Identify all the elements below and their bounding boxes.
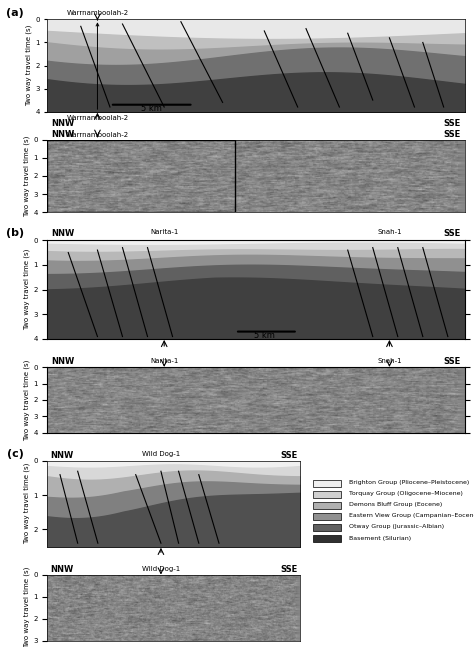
Text: SSE: SSE (443, 119, 460, 128)
Text: Wild Dog-1: Wild Dog-1 (142, 451, 180, 457)
FancyBboxPatch shape (313, 491, 341, 498)
Text: SSE: SSE (443, 130, 460, 139)
Text: NNW: NNW (50, 565, 73, 574)
Y-axis label: Two way travel time (s): Two way travel time (s) (24, 249, 30, 330)
Text: NNW: NNW (52, 119, 75, 128)
FancyBboxPatch shape (313, 536, 341, 542)
FancyBboxPatch shape (313, 513, 341, 520)
Text: Wild Dog-1: Wild Dog-1 (142, 565, 180, 572)
Text: NNW: NNW (50, 450, 73, 459)
Text: Warrnamboolah-2: Warrnamboolah-2 (66, 23, 128, 121)
FancyBboxPatch shape (313, 524, 341, 531)
Text: Snah-1: Snah-1 (377, 358, 402, 364)
Text: Narita-1: Narita-1 (150, 229, 178, 236)
Y-axis label: Two way travel time (s): Two way travel time (s) (24, 567, 30, 647)
Y-axis label: Two way travel time (s): Two way travel time (s) (24, 359, 30, 441)
Text: Basement (Silurian): Basement (Silurian) (348, 536, 410, 540)
Y-axis label: Two way travel time (s): Two way travel time (s) (24, 135, 30, 217)
Text: Narita-1: Narita-1 (150, 358, 178, 364)
Text: Brighton Group (Pliocene–Pleistocene): Brighton Group (Pliocene–Pleistocene) (348, 480, 469, 485)
Text: NNW: NNW (52, 130, 75, 139)
Text: SSE: SSE (443, 357, 460, 366)
FancyBboxPatch shape (313, 502, 341, 509)
Text: Demons Bluff Group (Eocene): Demons Bluff Group (Eocene) (348, 502, 442, 507)
FancyBboxPatch shape (313, 480, 341, 487)
Text: Eastern View Group (Campanian–Eocene): Eastern View Group (Campanian–Eocene) (348, 513, 474, 518)
Text: SSE: SSE (280, 450, 297, 459)
Y-axis label: Two way travel time (s): Two way travel time (s) (24, 463, 30, 545)
Text: Torquay Group (Oligocene–Miocene): Torquay Group (Oligocene–Miocene) (348, 491, 463, 496)
Text: SSE: SSE (280, 565, 297, 574)
Text: Warrnamboolah-2: Warrnamboolah-2 (66, 132, 128, 138)
Text: (a): (a) (6, 8, 23, 17)
Text: (c): (c) (7, 449, 24, 459)
Text: SSE: SSE (443, 229, 460, 238)
Text: Otway Group (Jurassic–Albian): Otway Group (Jurassic–Albian) (348, 525, 444, 529)
Text: 5 km: 5 km (254, 331, 275, 340)
Y-axis label: Two way travel time (s): Two way travel time (s) (26, 25, 33, 106)
Text: Snah-1: Snah-1 (377, 229, 402, 236)
Text: NNW: NNW (52, 229, 75, 238)
Text: (b): (b) (6, 228, 24, 238)
Text: Warrnamboolah-2: Warrnamboolah-2 (66, 10, 128, 16)
Text: 5 km: 5 km (141, 104, 162, 113)
Bar (47, 140, 235, 212)
Text: NNW: NNW (52, 357, 75, 366)
